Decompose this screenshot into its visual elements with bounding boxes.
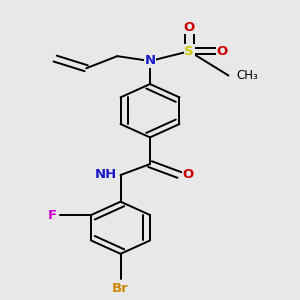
Text: F: F	[48, 208, 57, 221]
Text: NH: NH	[95, 169, 117, 182]
Text: S: S	[184, 45, 194, 58]
Text: N: N	[144, 55, 156, 68]
Text: Br: Br	[112, 282, 129, 295]
Text: CH₃: CH₃	[237, 69, 258, 82]
Text: O: O	[216, 45, 228, 58]
Text: O: O	[183, 169, 194, 182]
Text: O: O	[184, 20, 195, 34]
